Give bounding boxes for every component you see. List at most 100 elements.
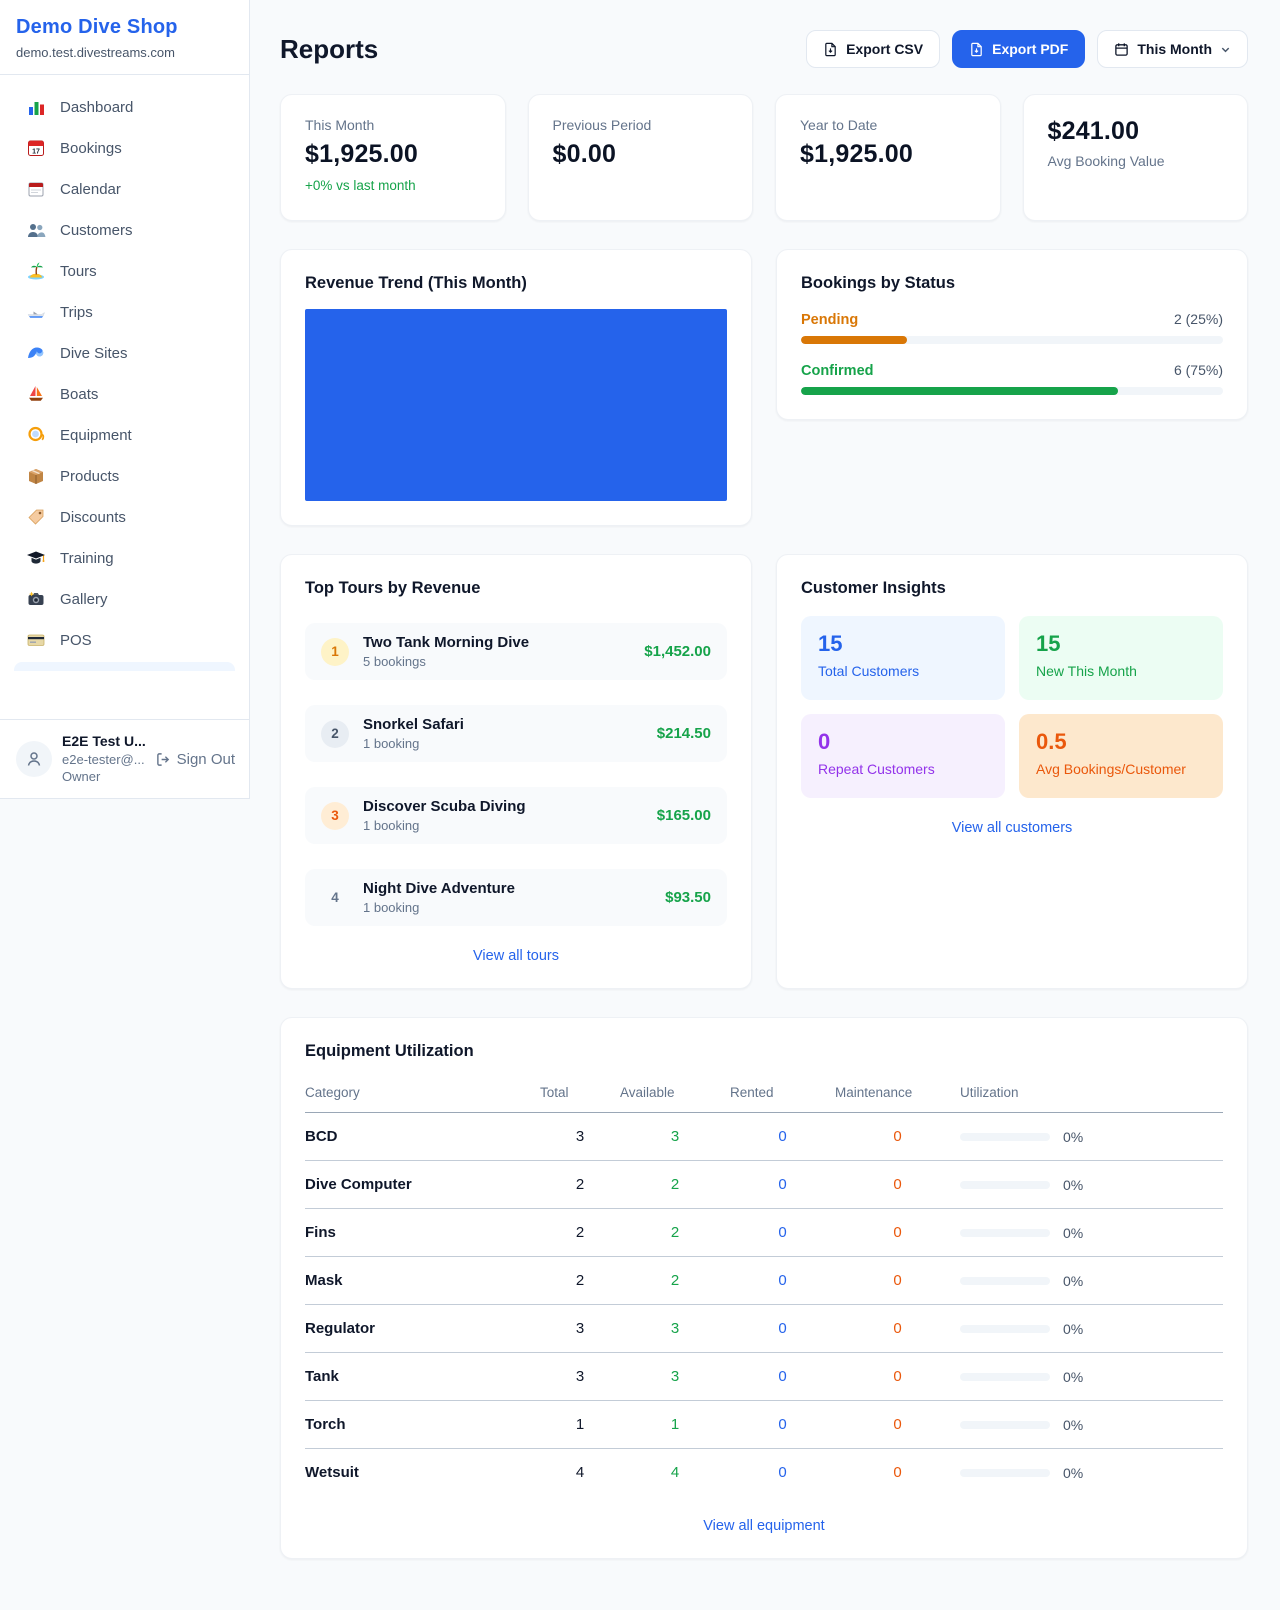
sidebar-item-training[interactable]: Training bbox=[14, 538, 235, 578]
sidebar-item-pos[interactable]: POS bbox=[14, 620, 235, 660]
utilization-bar-track bbox=[960, 1324, 1050, 1333]
sign-out-button[interactable]: Sign Out bbox=[156, 751, 235, 768]
tour-row[interactable]: 2 Snorkel Safari 1 booking $214.50 bbox=[305, 705, 727, 762]
export-csv-label: Export CSV bbox=[846, 41, 924, 57]
stats-row: This Month $1,925.00 +0% vs last month P… bbox=[280, 94, 1248, 221]
cell-rented: 0 bbox=[730, 1208, 835, 1257]
cell-maintenance: 0 bbox=[835, 1256, 960, 1305]
cell-total: 3 bbox=[540, 1304, 620, 1353]
sidebar-item-label: Discounts bbox=[60, 508, 126, 526]
graduation-cap-icon bbox=[26, 548, 46, 568]
cell-available: 1 bbox=[620, 1400, 730, 1449]
svg-text:17: 17 bbox=[32, 149, 40, 156]
tour-row[interactable]: 3 Discover Scuba Diving 1 booking $165.0… bbox=[305, 787, 727, 844]
sidebar-item-tours[interactable]: Tours bbox=[14, 251, 235, 291]
sidebar-item-gallery[interactable]: Gallery bbox=[14, 579, 235, 619]
sidebar-item-label: Calendar bbox=[60, 180, 121, 198]
table-row: BCD 3 3 0 0 0% bbox=[305, 1112, 1223, 1161]
tour-row[interactable]: 1 Two Tank Morning Dive 5 bookings $1,45… bbox=[305, 623, 727, 680]
table-row: Mask 2 2 0 0 0% bbox=[305, 1256, 1223, 1305]
tour-bookings: 1 booking bbox=[363, 818, 420, 833]
equipment-header-row: Category Total Available Rented Maintena… bbox=[305, 1075, 1223, 1113]
insight-value: 15 bbox=[818, 631, 843, 656]
cell-rented: 0 bbox=[730, 1352, 835, 1401]
sidebar-item-reports-active-partial[interactable] bbox=[14, 662, 235, 671]
utilization-bar-track bbox=[960, 1228, 1050, 1237]
utilization-percent: 0% bbox=[1063, 1224, 1084, 1241]
sidebar-item-label: Products bbox=[60, 467, 120, 485]
view-all-customers-link[interactable]: View all customers bbox=[951, 820, 1073, 836]
sidebar-item-equipment[interactable]: Equipment bbox=[14, 415, 235, 455]
camera-icon bbox=[26, 589, 46, 609]
sidebar-item-dashboard[interactable]: Dashboard bbox=[14, 87, 235, 127]
sidebar-item-bookings[interactable]: 17 Bookings bbox=[14, 128, 235, 168]
insight-value: 0 bbox=[818, 729, 831, 754]
sidebar-item-customers[interactable]: Customers bbox=[14, 210, 235, 250]
cell-category: BCD bbox=[305, 1112, 540, 1161]
tour-revenue: $165.00 bbox=[656, 807, 711, 824]
customer-insights-title: Customer Insights bbox=[801, 579, 946, 597]
sidebar-item-products[interactable]: Products bbox=[14, 456, 235, 496]
sidebar-item-dive-sites[interactable]: Dive Sites bbox=[14, 333, 235, 373]
view-all-equipment-link[interactable]: View all equipment bbox=[703, 1518, 825, 1534]
page-title: Reports bbox=[280, 33, 379, 64]
sidebar-nav: Dashboard 17 Bookings Calendar Customers… bbox=[0, 75, 249, 719]
cell-rented: 0 bbox=[730, 1304, 835, 1353]
stat-card-year-to-date: Year to Date $1,925.00 bbox=[775, 94, 1001, 221]
insight-label: Repeat Customers bbox=[818, 761, 935, 777]
cell-rented: 0 bbox=[730, 1256, 835, 1305]
export-pdf-label: Export PDF bbox=[992, 41, 1069, 57]
utilization-bar-track bbox=[960, 1372, 1050, 1381]
insights-row: Top Tours by Revenue 1 Two Tank Morning … bbox=[280, 554, 1248, 989]
wave-icon bbox=[26, 343, 46, 363]
insight-tile-new-this-month: 15 New This Month bbox=[1019, 616, 1223, 700]
sidebar-item-label: POS bbox=[60, 631, 92, 649]
cell-total: 2 bbox=[540, 1160, 620, 1209]
label-tag-icon bbox=[26, 507, 46, 527]
sidebar-item-label: Training bbox=[60, 549, 114, 567]
status-label: Pending bbox=[801, 312, 859, 328]
export-pdf-button[interactable]: Export PDF bbox=[952, 30, 1086, 68]
utilization-percent: 0% bbox=[1063, 1272, 1084, 1289]
export-csv-button[interactable]: Export CSV bbox=[806, 30, 941, 68]
sidebar-user-footer: E2E Test U... e2e-tester@... Owner Sign … bbox=[0, 719, 249, 798]
sidebar-item-discounts[interactable]: Discounts bbox=[14, 497, 235, 537]
bar-chart-icon bbox=[26, 97, 46, 117]
sign-out-icon bbox=[156, 752, 169, 766]
cell-total: 2 bbox=[540, 1256, 620, 1305]
tour-info: Two Tank Morning Dive 5 bookings bbox=[363, 634, 630, 669]
cell-total: 3 bbox=[540, 1352, 620, 1401]
sidebar-item-calendar[interactable]: Calendar bbox=[14, 169, 235, 209]
sailboat-icon bbox=[26, 384, 46, 404]
calendar-icon bbox=[1115, 42, 1129, 56]
tour-row[interactable]: 4 Night Dive Adventure 1 booking $93.50 bbox=[305, 869, 727, 926]
cell-category: Fins bbox=[305, 1208, 540, 1257]
period-select-button[interactable]: This Month bbox=[1097, 30, 1248, 68]
user-role: Owner bbox=[62, 769, 101, 785]
cell-available: 2 bbox=[620, 1256, 730, 1305]
cell-available: 2 bbox=[620, 1208, 730, 1257]
cell-rented: 0 bbox=[730, 1112, 835, 1161]
sidebar-item-label: Customers bbox=[60, 221, 133, 239]
sidebar-item-boats[interactable]: Boats bbox=[14, 374, 235, 414]
sidebar-item-label: Tours bbox=[60, 262, 97, 280]
sign-out-label: Sign Out bbox=[176, 750, 235, 768]
utilization-percent: 0% bbox=[1063, 1464, 1084, 1481]
calendar-date-icon: 17 bbox=[26, 138, 46, 158]
utilization-bar-track bbox=[960, 1420, 1050, 1429]
user-email: e2e-tester@... bbox=[62, 751, 145, 767]
utilization-percent: 0% bbox=[1063, 1416, 1084, 1433]
tour-name: Snorkel Safari bbox=[363, 716, 464, 733]
status-bar-track bbox=[801, 336, 1223, 344]
utilization-bar-track bbox=[960, 1468, 1050, 1477]
view-all-tours-link[interactable]: View all tours bbox=[473, 948, 559, 964]
stat-label: This Month bbox=[305, 117, 375, 133]
cell-available: 3 bbox=[620, 1112, 730, 1161]
sidebar-item-trips[interactable]: Trips bbox=[14, 292, 235, 332]
stat-delta: +0% vs last month bbox=[305, 178, 416, 193]
island-icon bbox=[26, 261, 46, 281]
stat-label: Avg Booking Value bbox=[1047, 153, 1165, 169]
rank-badge: 4 bbox=[331, 890, 339, 905]
tour-revenue: $93.50 bbox=[665, 889, 711, 906]
sidebar-item-label: Boats bbox=[60, 385, 99, 403]
